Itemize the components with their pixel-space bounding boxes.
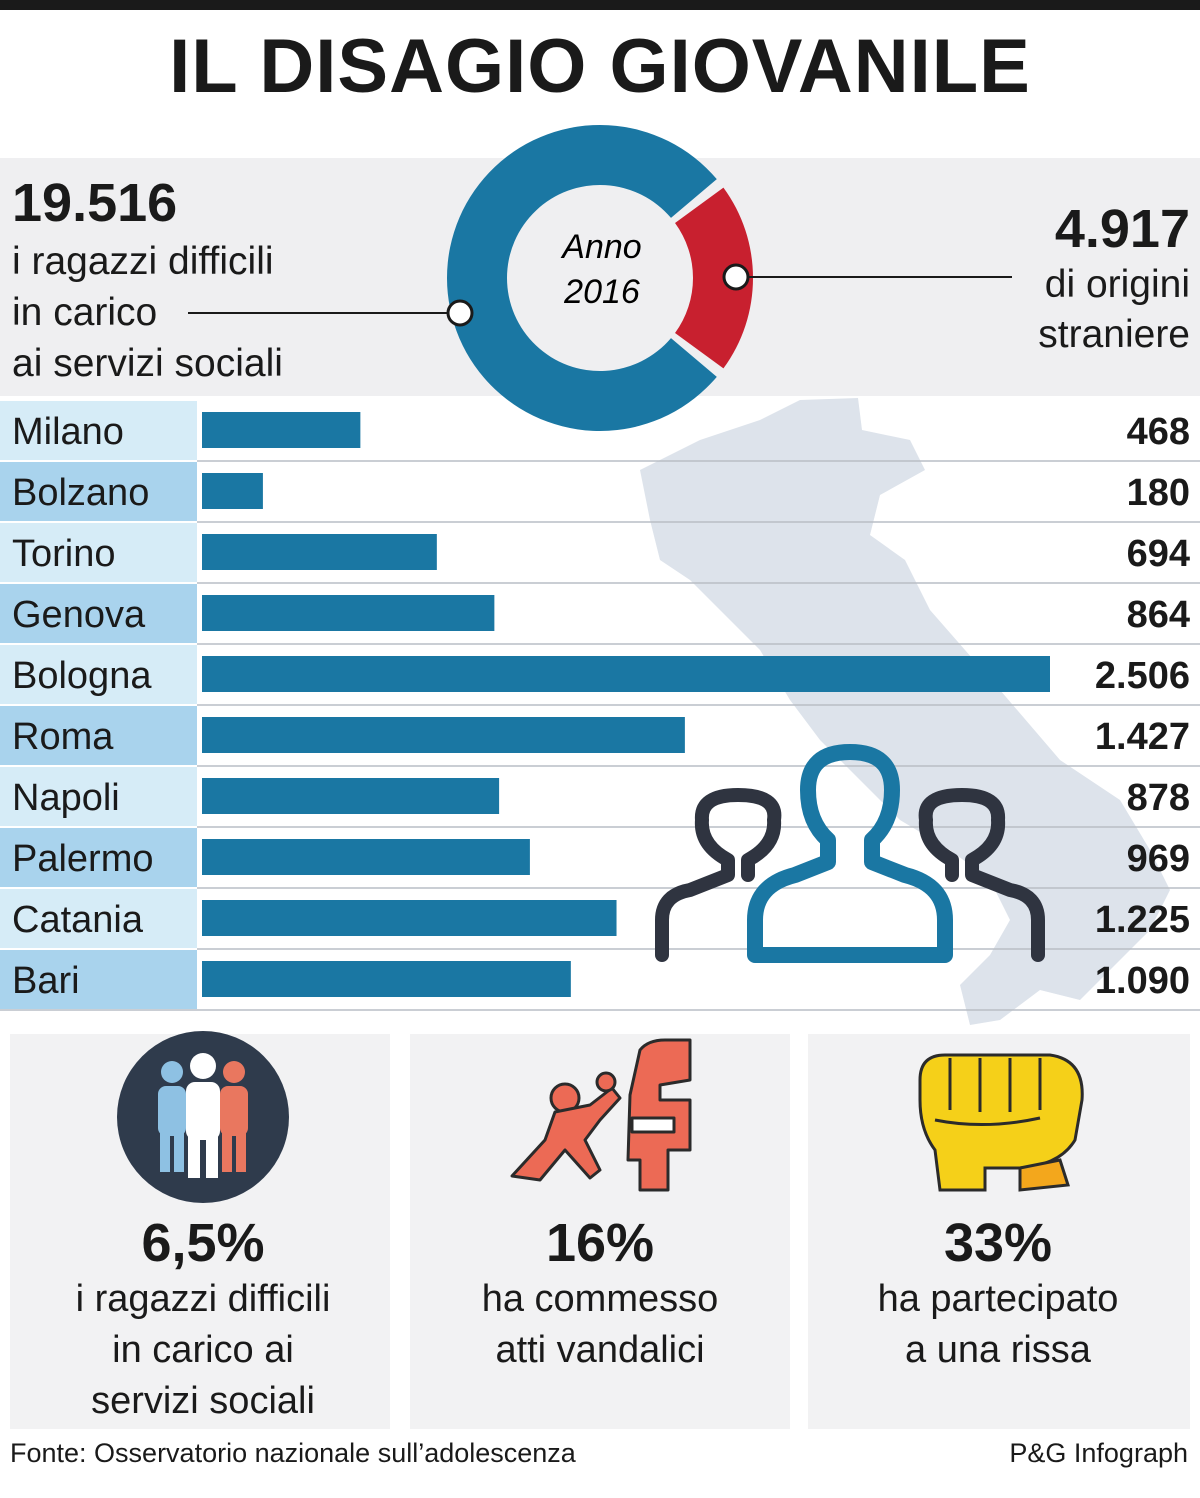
- city-label-cell: [0, 706, 197, 765]
- bar-value-label: 468: [1127, 411, 1190, 453]
- total-value: 19.516: [12, 173, 178, 233]
- bar: [202, 900, 617, 936]
- donut-chart: [447, 124, 754, 431]
- bar: [202, 839, 530, 875]
- bar: [202, 595, 495, 631]
- stat-block-vandal: 16% ha commesso atti vandalici: [410, 1212, 790, 1376]
- hero-total: 19.516 i ragazzi difficili in carico ai …: [12, 170, 283, 389]
- fist-icon: [918, 1053, 1084, 1192]
- stat-label-line: atti vandalici: [495, 1329, 705, 1371]
- city-label: Bologna: [12, 655, 152, 697]
- stat-block-social: 6,5% i ragazzi difficili in carico ai se…: [13, 1212, 393, 1427]
- foreign-connector-dot: [722, 263, 750, 291]
- bar-value-label: 1.225: [1095, 899, 1190, 941]
- stat-label-line: i ragazzi difficili: [75, 1278, 331, 1320]
- bar-value-label: 878: [1127, 777, 1190, 819]
- city-label: Genova: [12, 594, 146, 636]
- foreign-label-line: straniere: [1038, 313, 1190, 356]
- city-label-cell: [0, 584, 197, 643]
- stat-label-line: in carico ai: [112, 1329, 294, 1371]
- city-label-cell: [0, 889, 197, 948]
- bar: [202, 412, 361, 448]
- foreign-value: 4.917: [1054, 199, 1190, 259]
- city-label: Catania: [12, 899, 144, 941]
- bar-value-label: 694: [1127, 533, 1190, 575]
- city-label: Torino: [12, 533, 116, 575]
- city-bar-chart: Milano 468 Bolzano 180 Torino 694 Genova 864 Bol…: [0, 401, 1200, 1011]
- source-note: Fonte: Osservatorio nazionale sull’adole…: [10, 1438, 576, 1468]
- stat-label-line: ha partecipato: [877, 1278, 1119, 1320]
- vandal-car-icon: [510, 1038, 692, 1192]
- bar: [202, 534, 437, 570]
- city-label-cell: [0, 828, 197, 887]
- donut-center-label-line: 2016: [563, 273, 640, 311]
- credit-note: P&G Infograph: [1009, 1438, 1188, 1468]
- foreign-label-line: di origini: [1044, 263, 1190, 306]
- city-label: Roma: [12, 716, 114, 758]
- total-connector-dot: [446, 299, 474, 327]
- bar-value-label: 2.506: [1095, 655, 1190, 697]
- bar: [202, 961, 571, 997]
- stat-label-line: ha commesso: [481, 1278, 719, 1320]
- stat-icons: [117, 1031, 1084, 1203]
- bar-value-label: 1.090: [1095, 960, 1190, 1002]
- city-label-cell: [0, 645, 197, 704]
- bar-value-label: 1.427: [1095, 716, 1190, 758]
- city-label-cell: [0, 462, 197, 521]
- donut-slice-foreign: [675, 187, 754, 369]
- city-label-cell: [0, 767, 197, 826]
- city-label-cell: [0, 523, 197, 582]
- total-label-line: ai servizi sociali: [12, 342, 283, 385]
- donut-slice-total: [447, 124, 717, 431]
- city-label-cell: [0, 401, 197, 460]
- city-label: Palermo: [12, 838, 154, 880]
- bar-value-label: 864: [1127, 594, 1190, 636]
- city-label: Bolzano: [12, 472, 149, 514]
- stat-label-line: a una rissa: [905, 1329, 1091, 1371]
- top-rule: [0, 0, 1200, 10]
- stat-value: 33%: [943, 1213, 1053, 1273]
- bar: [202, 778, 500, 814]
- bar-value-label: 180: [1127, 472, 1190, 514]
- stat-block-fight: 33% ha partecipato a una rissa: [808, 1212, 1188, 1376]
- bar: [202, 717, 685, 753]
- bar-value-label: 969: [1127, 838, 1190, 880]
- people-silhouette-icon: [655, 744, 1045, 963]
- stat-value: 16%: [545, 1213, 655, 1273]
- city-label-cell: [0, 950, 197, 1009]
- chart-canvas: Anno 2016 Milano 468 Bolzano 180 Torino 694 Ge…: [0, 124, 1200, 1025]
- bar: [202, 473, 263, 509]
- city-label: Milano: [12, 411, 124, 453]
- stat-label-line: servizi sociali: [91, 1380, 315, 1422]
- total-label-line: in carico: [12, 291, 158, 334]
- donut-center-label-line: Anno: [560, 228, 641, 266]
- italy-map-shape: [640, 398, 1170, 1025]
- city-label: Napoli: [12, 777, 120, 819]
- hero-foreign: 4.917 di origini straniere: [1038, 198, 1190, 360]
- people-group-icon: [117, 1031, 289, 1203]
- stat-value: 6,5%: [141, 1213, 265, 1273]
- total-label-line: i ragazzi difficili: [12, 240, 274, 283]
- city-label: Bari: [12, 960, 80, 1002]
- page-title: IL DISAGIO GIOVANILE: [169, 24, 1031, 109]
- bar: [202, 656, 1050, 692]
